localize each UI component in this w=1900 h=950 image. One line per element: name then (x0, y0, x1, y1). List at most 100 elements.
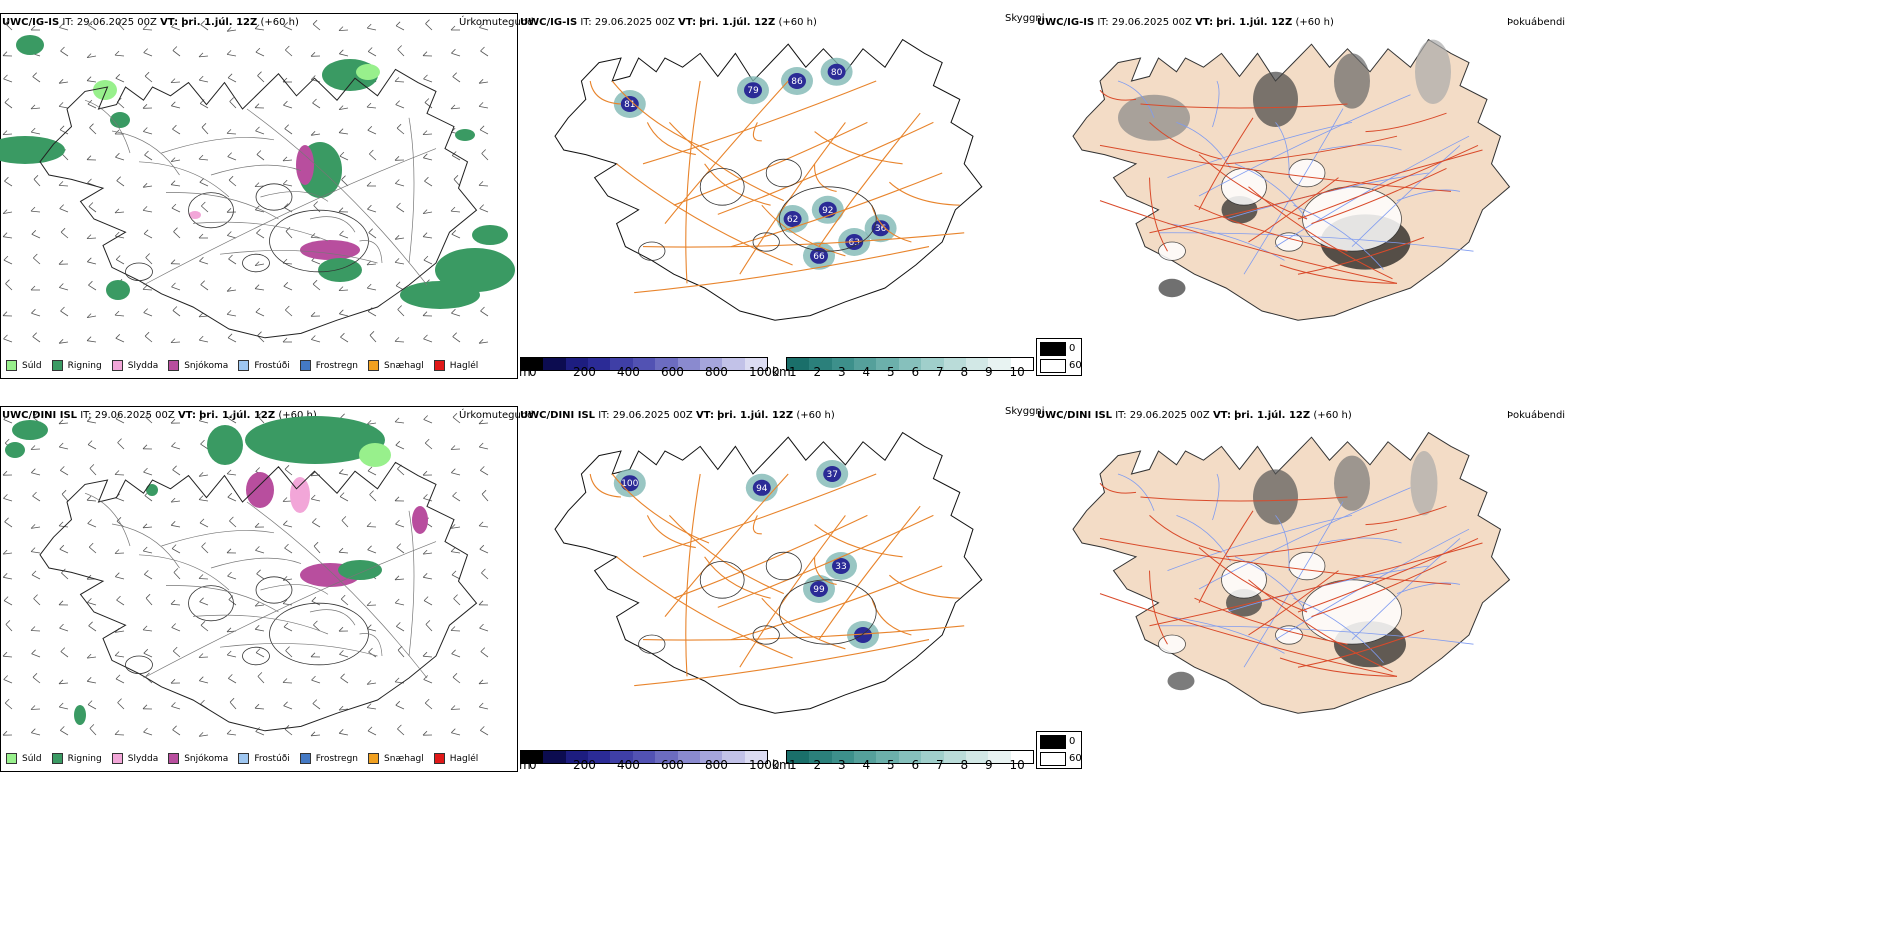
wind-barb (394, 341, 405, 343)
rain-area (338, 560, 382, 580)
wind-barb (143, 52, 153, 57)
wind-barb (311, 596, 317, 602)
wind-barb (115, 156, 125, 161)
river-line (1167, 122, 1353, 178)
wind-barb (423, 600, 433, 606)
wind-barb (254, 185, 265, 187)
wind-barb (312, 279, 318, 285)
road-line (84, 99, 131, 154)
wind-barb (144, 75, 153, 83)
colorbar-tick: 8 (960, 365, 969, 379)
wind-barb (31, 312, 41, 317)
colorbar-cell (876, 751, 899, 763)
wind-barb (59, 287, 69, 291)
wind-barb (199, 256, 204, 262)
wind-barb (2, 573, 8, 578)
wind-barb (31, 472, 41, 476)
wind-barb (30, 626, 36, 631)
wind-barb (424, 102, 433, 109)
wind-barb (425, 624, 433, 632)
wind-barb (114, 211, 125, 214)
legend-label: Súld (22, 753, 42, 764)
road-line (1198, 117, 1254, 211)
wind-barb (3, 552, 13, 555)
wind-barb (283, 22, 289, 27)
wind-barb (200, 24, 209, 31)
wind-barb (143, 467, 148, 473)
wind-barb (452, 332, 457, 337)
colorbar-tick: 6 (911, 365, 920, 379)
wind-barb (60, 46, 65, 52)
wind-barb (339, 151, 345, 157)
wind-barb (227, 571, 232, 577)
wind-barb (200, 699, 205, 705)
wind-barb (367, 545, 372, 551)
wind-barb (284, 128, 293, 135)
wind-barb (312, 699, 318, 704)
wind-barb (367, 287, 377, 291)
colorbar-tick: 10 (1009, 758, 1025, 772)
wind-barb (367, 730, 377, 736)
wind-barb (143, 229, 149, 235)
wind-barb (198, 52, 204, 58)
wind-barb (87, 598, 92, 603)
wind-barb (311, 75, 316, 80)
wind-barb (142, 444, 148, 450)
wind-barb (422, 209, 428, 214)
wind-barb (59, 81, 69, 84)
wind-barb (87, 103, 97, 109)
wind-barb (86, 313, 92, 318)
road-line (761, 204, 846, 257)
visibility-km-unit: km (772, 365, 791, 379)
road-line (1248, 177, 1339, 243)
wind-barb (340, 413, 345, 419)
wind-barb (312, 19, 318, 25)
wind-barb (283, 603, 293, 606)
colorbar-cell (831, 751, 855, 763)
wind-barb (200, 439, 205, 445)
road-line (161, 530, 275, 547)
wind-barb (423, 576, 433, 580)
wind-barb (255, 311, 265, 317)
wind-barb (144, 71, 150, 77)
wind-barb (115, 678, 125, 684)
rain-area (207, 425, 243, 465)
wind-barb (254, 261, 260, 266)
wind-barb (30, 630, 41, 632)
wind-barb (86, 76, 92, 81)
road-line (1149, 542, 1483, 627)
wind-barb (201, 205, 209, 213)
fog-indicator-area (1334, 53, 1370, 109)
fog-indicator-area (1415, 39, 1451, 104)
visibility-value: 66 (813, 252, 825, 262)
wind-barb (340, 594, 346, 600)
wind-barb (4, 98, 10, 103)
wind-barb (425, 23, 433, 31)
visibility-type-label: Skyggni (1005, 406, 1045, 417)
wind-barb (226, 27, 232, 32)
wind-barb (310, 131, 316, 136)
wind-barb (227, 337, 237, 343)
wind-barb (89, 127, 97, 135)
wind-barb (171, 702, 176, 707)
wind-barb (87, 704, 97, 710)
colorbar-cell (943, 751, 966, 763)
legend-item: Frostúði (238, 753, 290, 764)
wind-barb (117, 101, 125, 109)
wind-barb (3, 600, 13, 606)
wind-barb (367, 628, 377, 632)
wind-barb (87, 340, 97, 343)
wind-barb (200, 284, 209, 291)
road-line (1099, 89, 1137, 101)
legend-label: Slydda (127, 360, 159, 371)
road-line (664, 473, 789, 617)
wind-barb (283, 104, 293, 109)
legend-swatch (299, 360, 311, 371)
wind-barb (255, 628, 265, 632)
wind-barb (142, 289, 153, 291)
wind-barb (32, 673, 38, 678)
wind-barb (397, 649, 405, 658)
fog-indicator-area (1167, 671, 1195, 691)
wind-barb (284, 468, 293, 476)
road-line (589, 473, 622, 498)
